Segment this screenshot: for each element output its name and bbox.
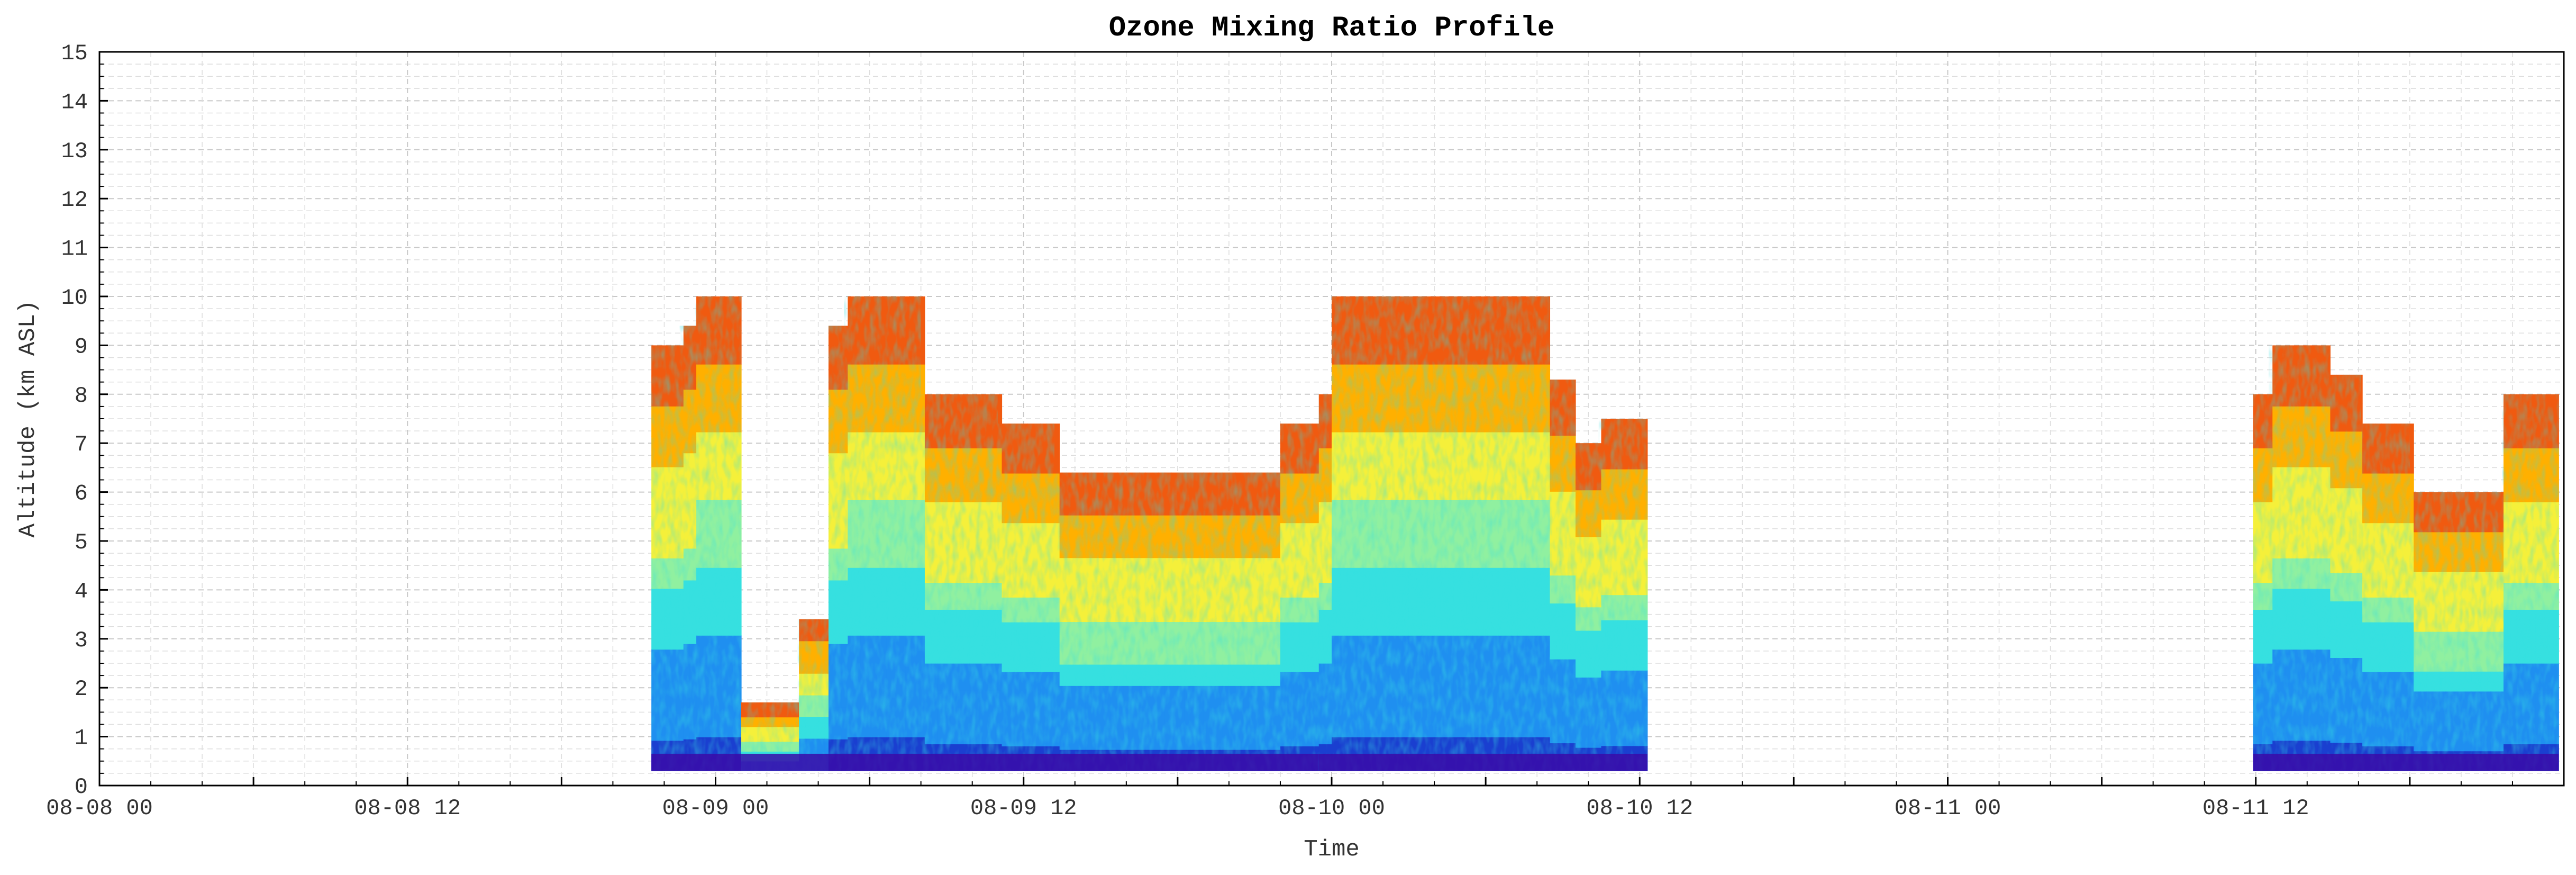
y-tick-label: 12 bbox=[61, 187, 88, 213]
y-tick-label: 10 bbox=[61, 285, 88, 311]
y-tick-label: 8 bbox=[75, 383, 88, 409]
ozone-surface-band bbox=[1126, 753, 1319, 771]
ozone-surface-band bbox=[651, 753, 742, 771]
y-tick-label: 1 bbox=[75, 726, 88, 751]
x-tick-label: 08-09 12 bbox=[970, 796, 1077, 821]
ozone-surface-band bbox=[1318, 753, 1647, 771]
ozone-cell bbox=[1053, 448, 1060, 474]
ozone-texture bbox=[1318, 296, 1647, 771]
ozone-texture bbox=[651, 296, 741, 771]
ozone-texture bbox=[829, 296, 1126, 771]
ozone-texture bbox=[741, 619, 829, 771]
x-tick-label: 08-10 12 bbox=[1586, 796, 1693, 821]
y-tick-label: 14 bbox=[61, 89, 88, 115]
ozone-data-layer bbox=[651, 296, 2559, 771]
y-tick-label: 4 bbox=[75, 579, 88, 604]
x-tick-label: 08-09 00 bbox=[662, 796, 769, 821]
x-tick-label: 08-10 00 bbox=[1278, 796, 1385, 821]
y-tick-label: 9 bbox=[75, 334, 88, 359]
y-tick-label: 7 bbox=[75, 432, 88, 457]
y-tick-label: 13 bbox=[61, 139, 88, 164]
ozone-texture bbox=[1126, 423, 1319, 771]
ozone-surface-band bbox=[741, 753, 829, 771]
x-tick-label: 08-08 12 bbox=[354, 796, 461, 821]
x-axis-ticks: 08-08 00 08-08 12 08-09 00 08-09 12 08-10 00… bbox=[46, 777, 2565, 821]
y-tick-label: 15 bbox=[61, 41, 88, 66]
y-axis-label: Altitude (km ASL) bbox=[15, 300, 41, 538]
ozone-surface-band bbox=[2253, 753, 2559, 771]
y-tick-label: 6 bbox=[75, 481, 88, 507]
y-tick-label: 0 bbox=[75, 774, 88, 800]
y-tick-label: 3 bbox=[75, 628, 88, 653]
ozone-texture bbox=[2253, 345, 2559, 771]
ozone-cell bbox=[1053, 423, 1060, 449]
x-tick-label: 08-08 00 bbox=[46, 796, 153, 821]
y-tick-label: 2 bbox=[75, 676, 88, 702]
x-axis-label: Time bbox=[1304, 836, 1360, 863]
x-tick-label: 08-11 12 bbox=[2202, 796, 2309, 821]
y-tick-label: 5 bbox=[75, 530, 88, 555]
y-tick-label: 11 bbox=[61, 237, 88, 262]
x-tick-label: 08-11 00 bbox=[1895, 796, 2001, 821]
ozone-surface-band bbox=[828, 753, 1126, 771]
chart-title: Ozone Mixing Ratio Profile bbox=[1109, 12, 1555, 44]
